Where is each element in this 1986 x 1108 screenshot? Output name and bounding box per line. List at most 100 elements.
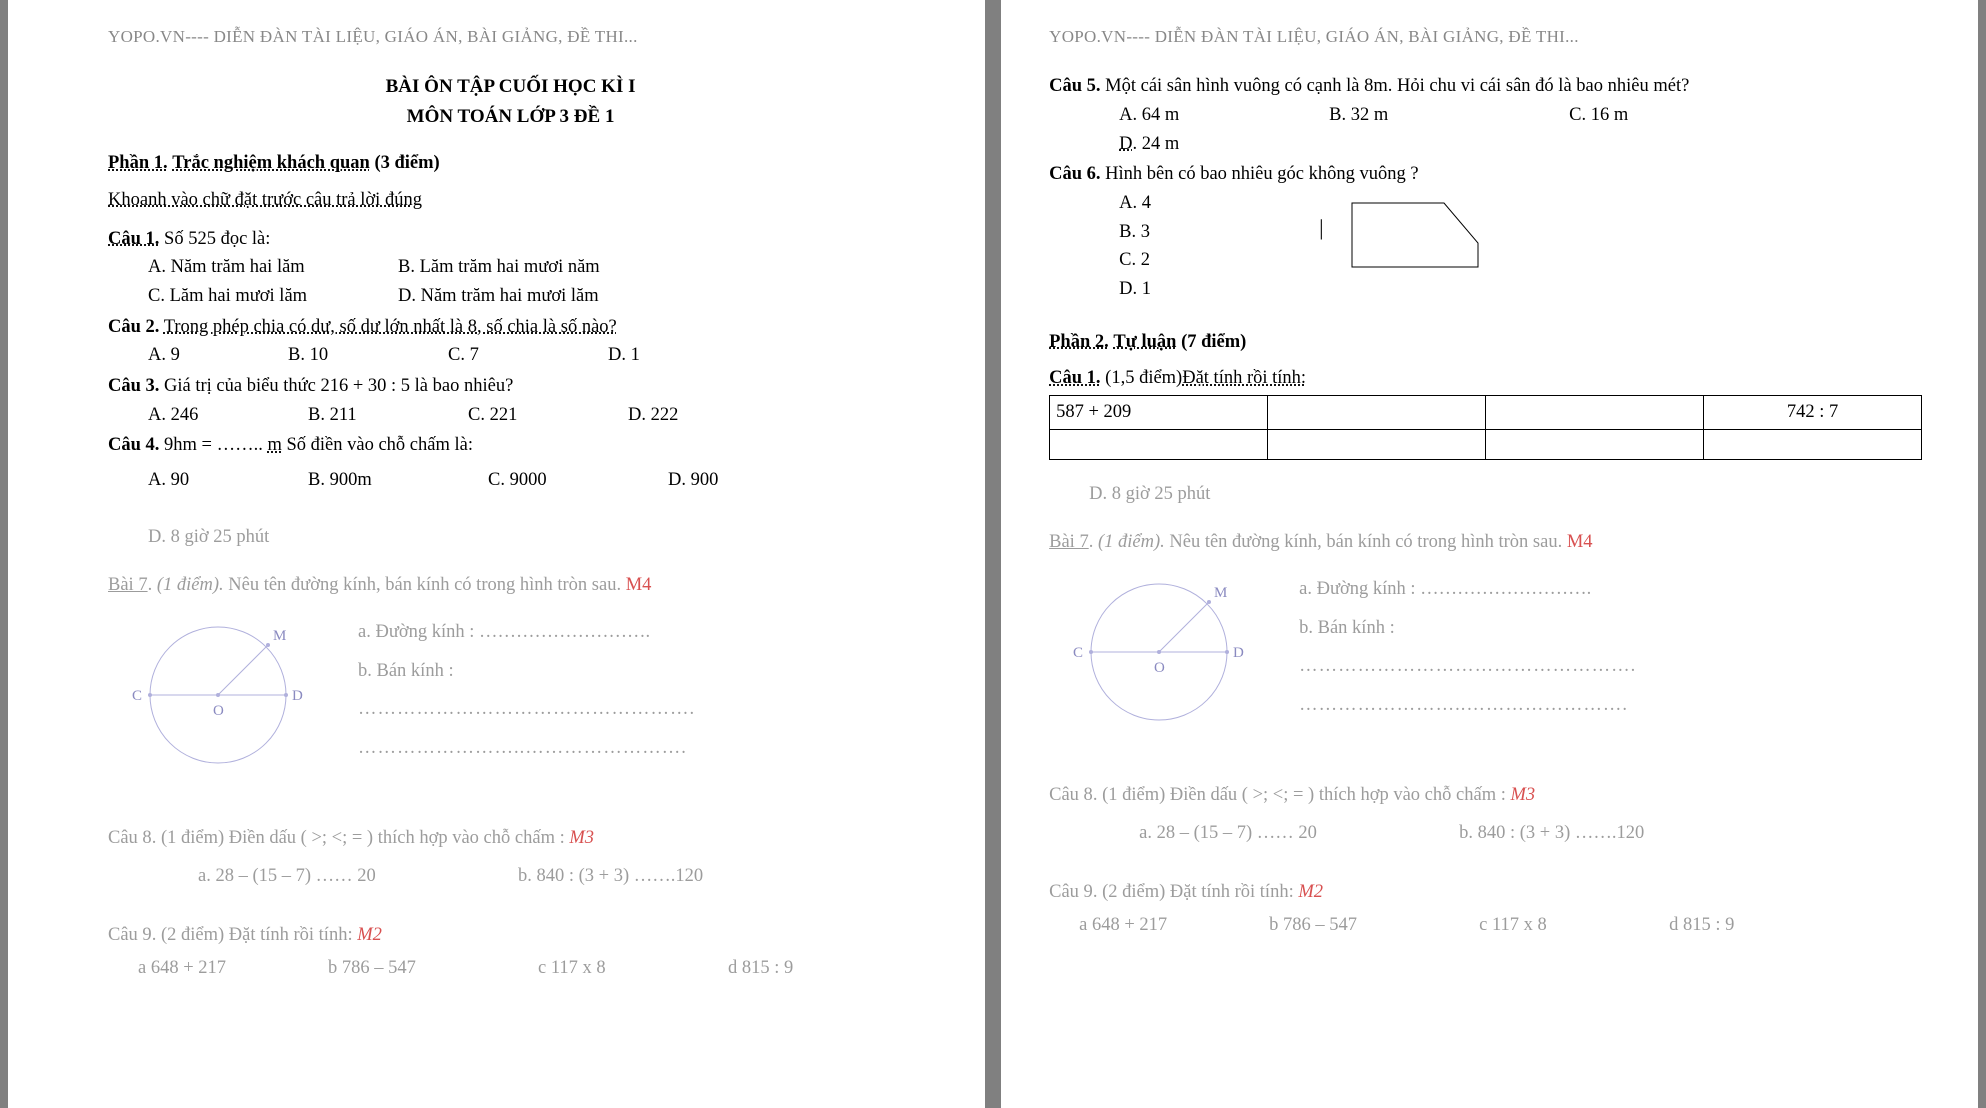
cau9-a: a 648 + 217 [138, 954, 328, 983]
q4: Câu 4. 9hm = …….. m Số điền vào chỗ chấm… [108, 431, 913, 460]
cau9-right: Câu 9. (2 điểm) Đặt tính rồi tính: M2 [1049, 878, 1922, 907]
cau8-b: b. 840 : (3 + 3) …….120 [518, 862, 703, 891]
q6: Câu 6. Hình bên có bao nhiêu góc không v… [1049, 160, 1922, 189]
bai7-left: Bài 7. (1 điểm). Nêu tên đường kính, bán… [108, 571, 913, 600]
q5-opt-b: B. 32 m [1329, 101, 1569, 130]
cau9-c: c 117 x 8 [538, 954, 728, 983]
q3-opt-d: D. 222 [628, 401, 748, 430]
header: YOPO.VN---- DIỄN ĐÀN TÀI LIỆU, GIÁO ÁN, … [108, 24, 913, 50]
q1-opt-c: C. Lăm hai mươi lăm [148, 282, 398, 311]
bai7-dots1: ……………………………………………. [358, 695, 695, 724]
cursor-bar: | [1319, 189, 1323, 304]
bai7-a: a. Đường kính : ………………………. [358, 618, 695, 647]
svg-text:C: C [1073, 645, 1083, 661]
cell-b4 [1704, 429, 1922, 459]
part1-heading: Phần 1. Trắc nghiệm khách quan (3 điểm) [108, 149, 913, 178]
q2-opt-a: A. 9 [148, 341, 288, 370]
cau8-right: Câu 8. (1 điểm) Điền dấu ( >; <; = ) thí… [1049, 781, 1922, 810]
bai7-right: Bài 7. (1 điểm). Nêu tên đường kính, bán… [1049, 528, 1922, 557]
q2-opts: A. 9 B. 10 C. 7 D. 1 [148, 341, 913, 370]
q3: Câu 3. Giá trị của biểu thức 216 + 30 : … [108, 372, 913, 401]
q3-opts: A. 246 B. 211 C. 221 D. 222 [148, 401, 913, 430]
circle-svg: M C D O [118, 610, 318, 780]
calc-table: 587 + 209 742 : 7 [1049, 395, 1922, 460]
table-row [1050, 429, 1922, 459]
bai7-text-right: a. Đường kính : ………………………. b. Bán kính :… [1299, 557, 1636, 747]
q3-opt-a: A. 246 [148, 401, 308, 430]
q6-opt-a: A. 4 [1119, 189, 1319, 218]
svg-text:M: M [273, 628, 286, 644]
q5-opt-c: C. 16 m [1569, 101, 1799, 130]
faded-d-left: D. 8 giờ 25 phút [148, 523, 913, 552]
bai7-diagram-row-left: M C D O a. Đường kính : ………………………. b. Bá… [108, 600, 913, 790]
q2-opt-d: D. 1 [608, 341, 728, 370]
bai7-b: b. Bán kính : [358, 657, 695, 686]
cell-b3 [1486, 429, 1704, 459]
part1-instruction: Khoanh vào chữ đặt trước câu trả lời đún… [108, 186, 913, 215]
q1-opt-b: B. Lăm trăm hai mươi năm [398, 253, 648, 282]
bai7-diagram-row-right: M C D O a. Đường kính : ………………………. b. Bá… [1049, 557, 1922, 747]
cell-2 [1268, 396, 1486, 430]
q4-opt-a: A. 90 [148, 466, 308, 495]
tq1: Câu 1. (1,5 điểm)Đặt tính rồi tính: [1049, 364, 1922, 393]
cell-b1 [1050, 429, 1268, 459]
part1-label: Phần 1. [108, 153, 168, 173]
header-r: YOPO.VN---- DIỄN ĐÀN TÀI LIỆU, GIÁO ÁN, … [1049, 24, 1922, 50]
q4-opt-d: D. 900 [668, 466, 788, 495]
title-line-1: BÀI ÔN TẬP CUỐI HỌC KÌ I [108, 72, 913, 101]
cell-b2 [1268, 429, 1486, 459]
q6-opts: A. 4 B. 3 C. 2 D. 1 [1119, 189, 1319, 304]
q6-opt-d: D. 1 [1119, 275, 1319, 304]
q1-row1: A. Năm trăm hai lăm B. Lăm trăm hai mươi… [148, 253, 913, 282]
q5-opts: A. 64 m B. 32 m C. 16 m D. 24 m [1119, 101, 1922, 158]
q1-opt-d: D. Năm trăm hai mươi lăm [398, 282, 648, 311]
cau9-b: b 786 – 547 [328, 954, 538, 983]
circle-svg-r: M C D O [1059, 567, 1259, 737]
cau8-left: Câu 8. (1 điểm) Điền dấu ( >; <; = ) thí… [108, 824, 913, 853]
q4-opts: A. 90 B. 900m C. 9000 D. 900 [148, 466, 913, 495]
bai7-dots2: ……………………..……………………. [358, 734, 695, 763]
q5-opt-a: A. 64 m [1119, 101, 1329, 130]
cell-3 [1486, 396, 1704, 430]
title-line-2: MÔN TOÁN LỚP 3 ĐỀ 1 [108, 102, 913, 131]
q1-opt-a: A. Năm trăm hai lăm [148, 253, 398, 282]
q5-opt-d: D. 24 m [1119, 130, 1299, 159]
circle-diagram-left: M C D O [118, 610, 318, 790]
bai7-text-left: a. Đường kính : ………………………. b. Bán kính :… [358, 600, 695, 790]
svg-text:O: O [1154, 660, 1165, 676]
q4-opt-b: B. 900m [308, 466, 488, 495]
q2: Câu 2. Trong phép chia có dư, số dư lớn … [108, 313, 913, 342]
cell-1: 587 + 209 [1050, 396, 1268, 430]
cau9-opts-right: a 648 + 217 b 786 – 547 c 117 x 8 d 815 … [1079, 911, 1922, 940]
q5: Câu 5. Một cái sân hình vuông có cạnh là… [1049, 72, 1922, 101]
cau9-opts-left: a 648 + 217 b 786 – 547 c 117 x 8 d 815 … [138, 954, 913, 983]
q3-opt-b: B. 211 [308, 401, 468, 430]
circle-diagram-right: M C D O [1059, 567, 1259, 747]
q1-row2: C. Lăm hai mươi lăm D. Năm trăm hai mươi… [148, 282, 913, 311]
part1-pts: (3 điểm) [374, 153, 439, 173]
cau8-opts-right: a. 28 – (15 – 7) …… 20 b. 840 : (3 + 3) … [1139, 819, 1922, 848]
cell-4: 742 : 7 [1704, 396, 1922, 430]
q6-opt-c: C. 2 [1119, 246, 1319, 275]
faded-d-right: D. 8 giờ 25 phút [1089, 480, 1922, 509]
pentagon-shape [1336, 189, 1496, 304]
q4-opt-c: C. 9000 [488, 466, 668, 495]
svg-text:C: C [132, 688, 142, 704]
svg-text:D: D [1233, 645, 1244, 661]
part1-title: Trắc nghiệm khách quan [172, 153, 370, 173]
page-right: YOPO.VN---- DIỄN ĐÀN TÀI LIỆU, GIÁO ÁN, … [1001, 0, 1978, 1108]
title-block: BÀI ÔN TẬP CUỐI HỌC KÌ I MÔN TOÁN LỚP 3 … [108, 72, 913, 131]
q1: Câu 1. Số 525 đọc là: [108, 225, 913, 254]
table-row: 587 + 209 742 : 7 [1050, 396, 1922, 430]
page-left: YOPO.VN---- DIỄN ĐÀN TÀI LIỆU, GIÁO ÁN, … [8, 0, 985, 1108]
svg-text:D: D [292, 688, 303, 704]
q2-opt-b: B. 10 [288, 341, 448, 370]
cau8-a: a. 28 – (15 – 7) …… 20 [198, 862, 518, 891]
cau9-left: Câu 9. (2 điểm) Đặt tính rồi tính: M2 [108, 921, 913, 950]
svg-text:M: M [1214, 585, 1227, 601]
q2-opt-c: C. 7 [448, 341, 608, 370]
pentagon-svg [1336, 189, 1496, 279]
q3-opt-c: C. 221 [468, 401, 628, 430]
part2-heading: Phần 2. Tự luận (7 điểm) [1049, 328, 1922, 357]
q6-opt-b: B. 3 [1119, 218, 1319, 247]
